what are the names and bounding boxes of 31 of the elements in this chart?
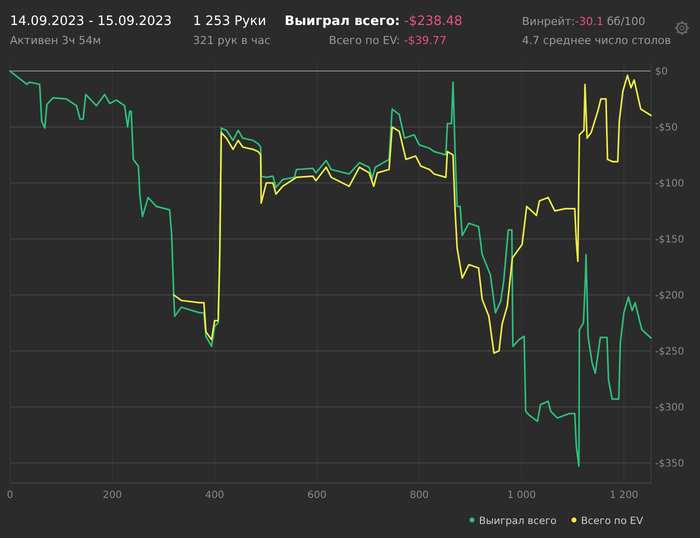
text: Винрейт:: [522, 15, 575, 28]
line-series: [172, 74, 652, 354]
text: -30.1: [575, 15, 604, 28]
x-tick-label: 400: [205, 490, 224, 501]
legend-label: Выиграл всего: [479, 516, 556, 527]
x-tick-label: 200: [102, 490, 122, 501]
y-tick-label: -$300: [655, 402, 684, 414]
x-tick-label: 0: [6, 490, 14, 501]
y-tick-label: -$350: [655, 458, 684, 470]
y-tick-label: -$200: [655, 290, 684, 302]
text: бб/100: [607, 15, 646, 28]
text: 1 253 Руки: [193, 14, 266, 29]
y-tick-label: -$100: [655, 178, 684, 190]
legend-label: Всего по EV: [581, 516, 644, 527]
text: Всего по EV:: [328, 34, 400, 47]
text: Выиграл всего:: [284, 14, 400, 29]
text: -$39.77: [404, 34, 446, 47]
text: -$238.48: [404, 14, 462, 29]
x-tick-label: 800: [410, 490, 429, 501]
text: 321 рук в час: [193, 34, 270, 47]
x-tick-label: 1 000: [507, 490, 536, 501]
x-tick-label: 600: [307, 490, 326, 501]
chart-title: 14.09.2023 - 15.09.2023: [10, 14, 172, 29]
y-tick-label: -$50: [655, 122, 678, 134]
text: 4.7 среднее число столов: [522, 34, 671, 47]
y-tick-label: -$150: [655, 234, 684, 246]
y-tick-label: -$250: [655, 346, 684, 358]
line-series: [9, 70, 652, 468]
x-tick-label: 1 200: [610, 490, 638, 501]
y-tick-label: $0: [655, 66, 668, 78]
text: Активен 3ч 54м: [10, 34, 101, 47]
